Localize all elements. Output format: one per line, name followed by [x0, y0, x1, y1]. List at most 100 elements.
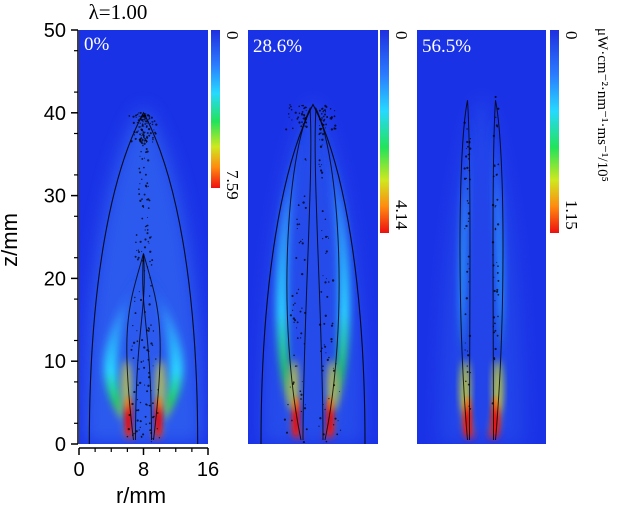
- speckle-dot: [132, 434, 134, 437]
- speckle-dot: [139, 138, 142, 141]
- speckle-dot: [305, 122, 307, 124]
- speckle-dot: [151, 416, 155, 419]
- speckle-dot: [132, 115, 135, 118]
- flame-inner-contour: [492, 100, 504, 441]
- speckle-dot: [142, 144, 144, 147]
- speckle-dot: [140, 126, 142, 128]
- speckle-dot: [302, 123, 305, 126]
- speckle-dot: [326, 358, 329, 362]
- speckle-dot: [138, 368, 140, 370]
- speckle-dot: [148, 376, 151, 379]
- speckle-dot: [464, 342, 466, 344]
- speckle-dot: [141, 178, 143, 180]
- flame-inner-contour: [286, 106, 312, 441]
- speckle-dot: [290, 105, 292, 108]
- speckle-dot: [140, 128, 143, 131]
- speckle-dot: [147, 329, 150, 332]
- speckle-dot: [145, 113, 147, 115]
- speckle-dot: [291, 309, 294, 312]
- speckle-dot: [323, 344, 325, 346]
- speckle-dot: [492, 264, 495, 267]
- speckle-dot: [332, 367, 334, 369]
- colorbar-2: [550, 30, 559, 233]
- speckle-dot: [318, 159, 321, 162]
- speckle-dot: [132, 357, 135, 359]
- speckle-dot: [144, 384, 146, 386]
- speckle-dot: [322, 365, 324, 368]
- speckle-dot: [139, 117, 141, 120]
- speckle-dot: [136, 249, 138, 251]
- speckle-dot: [291, 419, 293, 422]
- speckle-dot: [497, 265, 499, 268]
- speckle-dot: [141, 125, 144, 127]
- speckle-dot: [321, 123, 324, 126]
- speckle-dot: [137, 130, 139, 132]
- speckle-dot: [151, 136, 154, 139]
- speckle-dot: [322, 433, 325, 436]
- speckle-dot: [148, 350, 150, 353]
- speckle-dot: [319, 132, 322, 135]
- speckle-dot: [134, 312, 137, 315]
- speckle-dot: [155, 358, 157, 360]
- speckle-dot: [321, 144, 323, 146]
- speckle-dot: [145, 185, 148, 188]
- speckle-dot: [334, 110, 336, 112]
- speckle-dot: [466, 200, 469, 202]
- speckle-dot: [334, 417, 337, 420]
- speckle-dot: [139, 401, 142, 404]
- speckle-dot: [328, 397, 330, 400]
- speckle-dot: [491, 241, 495, 244]
- speckle-dot: [464, 155, 468, 158]
- speckle-dot: [324, 113, 326, 116]
- speckle-dot: [494, 227, 497, 230]
- speckle-dot: [305, 125, 308, 128]
- speckle-dot: [144, 115, 146, 117]
- speckle-dot: [300, 393, 303, 396]
- speckle-dot: [304, 125, 306, 127]
- y-axis: 0 10 20 30 40 50: [44, 20, 79, 456]
- speckle-dot: [325, 123, 328, 126]
- speckle-dot: [146, 224, 149, 227]
- speckle-dot: [330, 128, 334, 131]
- speckle-dot: [324, 281, 327, 284]
- speckle-dot: [496, 173, 498, 175]
- speckle-dot: [147, 120, 149, 123]
- speckle-dot: [299, 310, 302, 313]
- speckle-dot: [143, 157, 145, 159]
- colorbar-2-max: 1.15: [562, 200, 581, 230]
- speckle-dot: [496, 334, 499, 337]
- speckle-dot: [150, 432, 153, 434]
- lambda-label: λ=1.00: [89, 0, 148, 24]
- speckle-dot: [144, 137, 146, 140]
- speckle-dot: [466, 371, 469, 373]
- speckle-dot: [465, 148, 467, 150]
- speckle-dot: [328, 281, 330, 283]
- speckle-dot: [494, 165, 496, 168]
- x-tick-label: 16: [197, 459, 219, 481]
- speckle-dot: [465, 380, 467, 383]
- speckle-dot: [493, 357, 496, 360]
- speckle-dot: [144, 120, 146, 122]
- speckle-dot: [142, 131, 146, 134]
- speckle-dot: [495, 116, 497, 118]
- speckle-dot: [134, 255, 137, 258]
- speckle-dot: [289, 104, 291, 106]
- speckle-dot: [146, 266, 149, 268]
- flame-contour: [88, 111, 199, 444]
- speckle-dot: [320, 112, 323, 115]
- speckle-dot: [142, 121, 144, 123]
- speckle-dot: [298, 105, 300, 108]
- speckle-dot: [128, 115, 131, 117]
- speckle-dot: [154, 132, 157, 135]
- speckle-dot: [469, 371, 472, 374]
- speckle-dot: [302, 117, 305, 120]
- speckle-dot: [148, 372, 150, 374]
- speckle-dot: [297, 204, 300, 206]
- speckle-dot: [304, 311, 307, 314]
- speckle-dot: [321, 210, 324, 213]
- speckle-dot: [158, 437, 161, 439]
- speckle-dot: [139, 199, 142, 202]
- speckle-dot: [466, 140, 469, 144]
- speckle-dot: [141, 217, 144, 220]
